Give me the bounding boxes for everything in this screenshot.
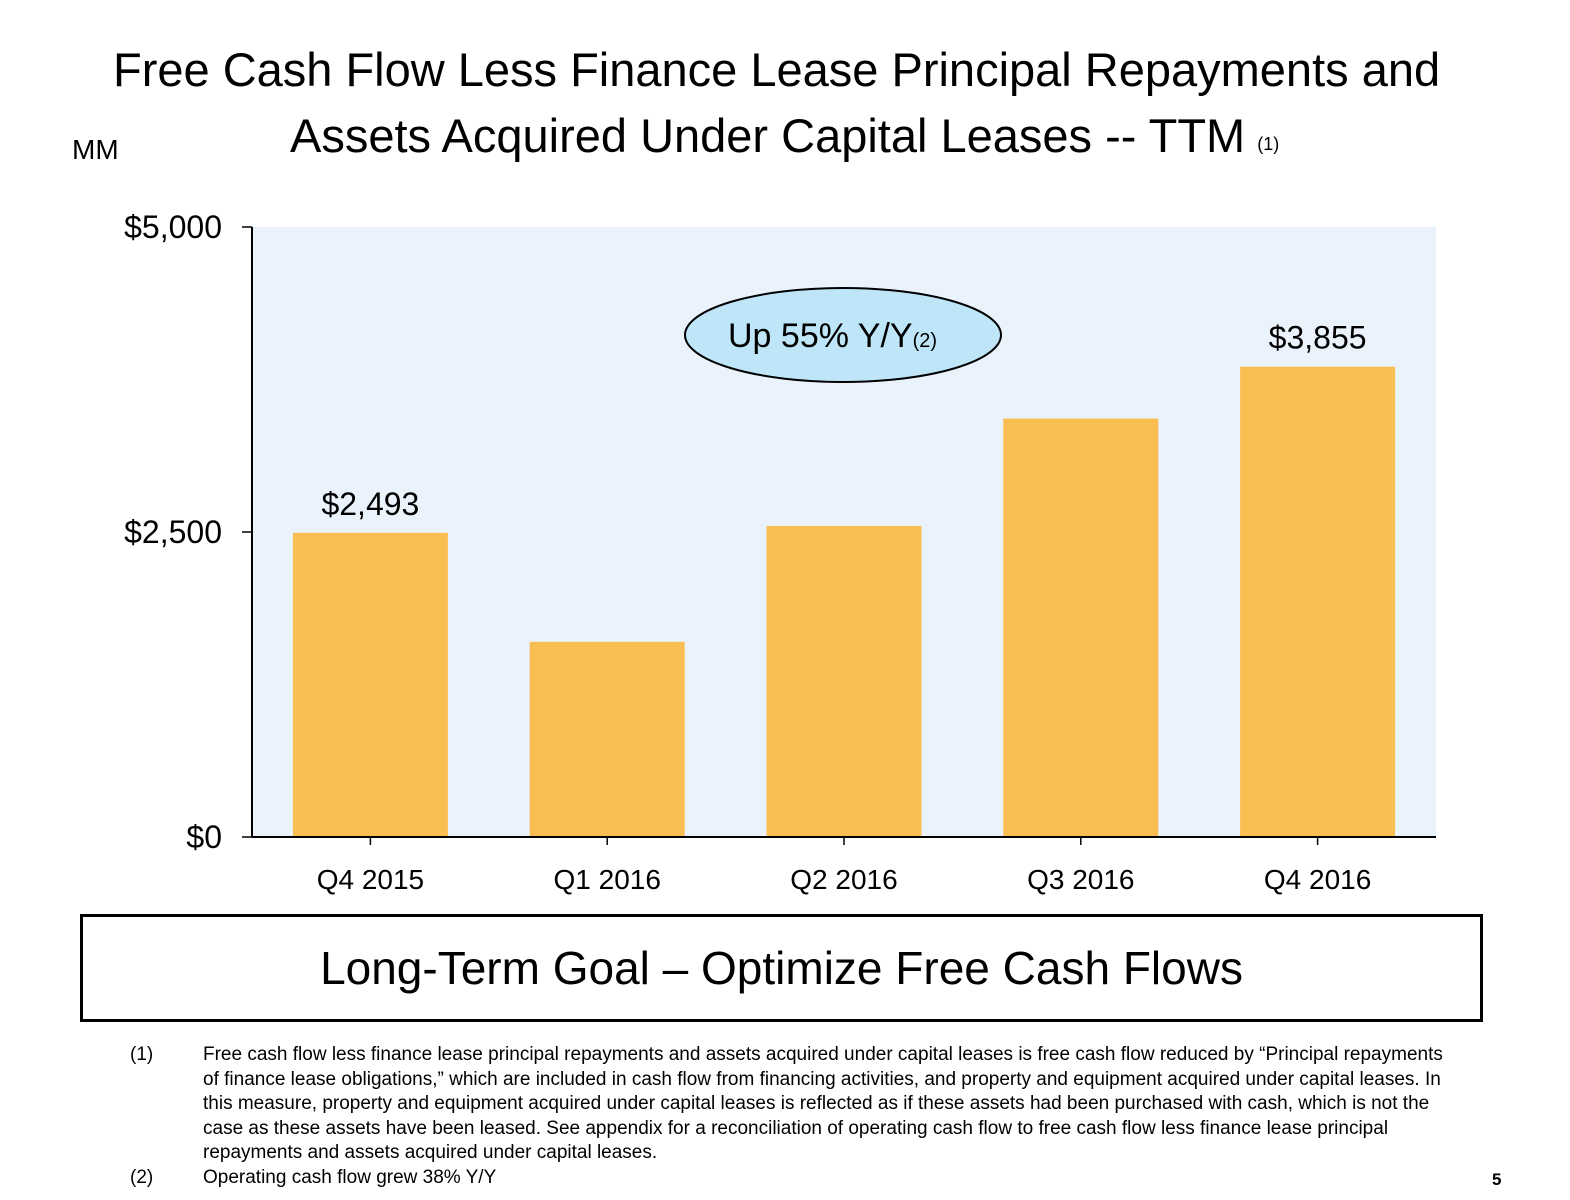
unit-label: MM	[72, 134, 119, 165]
page-number: 5	[1492, 1170, 1502, 1189]
data-label: $2,493	[321, 486, 419, 522]
bar-chart: Q4 2015 $2,493 Q1 2016 Q2 2016 Q3 2016 Q4 201…	[124, 209, 1436, 895]
footnote-2: (2) Operating cash flow grew 38% Y/Y	[130, 1166, 1450, 1191]
footnote-2-marker: (2)	[130, 1166, 154, 1188]
chart-title-line-2: Assets Acquired Under Capital Leases -- …	[290, 108, 1279, 172]
callout-ellipse	[684, 287, 1002, 383]
chart-title-line-1: Free Cash Flow Less Finance Lease Princi…	[113, 42, 1440, 98]
title-line-1-text: Free Cash Flow Less Finance Lease Princi…	[113, 43, 1441, 96]
callout-text: Up 55% Y/Y(2)	[728, 317, 937, 355]
title-line-2-text: Assets Acquired Under Capital Leases -- …	[290, 109, 1246, 162]
bars-layer	[292, 366, 1396, 837]
bar-q3-2016	[1003, 418, 1159, 837]
bar-q1-2016	[529, 641, 685, 837]
x-tick-label: Q4 2016	[1264, 864, 1371, 895]
long-term-goal-text: Long-Term Goal – Optimize Free Cash Flow…	[320, 942, 1243, 994]
callout-main-text: Up 55% Y/Y	[728, 317, 913, 355]
y-tick-label: $2,500	[124, 514, 222, 550]
callout-footnote-marker: (2)	[913, 330, 937, 352]
x-tick-label: Q1 2016	[553, 864, 660, 895]
footnote-1-text: Free cash flow less finance lease princi…	[203, 1044, 1443, 1163]
bar-q4-2015	[292, 532, 448, 837]
long-term-goal-box: Long-Term Goal – Optimize Free Cash Flow…	[80, 914, 1483, 1022]
footnote-1: (1) Free cash flow less finance lease pr…	[130, 1043, 1450, 1166]
y-tick-label: $0	[186, 819, 222, 855]
x-tick-label: Q2 2016	[790, 864, 897, 895]
bar-q2-2016	[766, 525, 922, 837]
x-tick-label: Q4 2015	[317, 864, 424, 895]
footnote-2-text: Operating cash flow grew 38% Y/Y	[203, 1166, 497, 1188]
labels-layer: Q4 2015 $2,493 Q1 2016 Q2 2016 Q3 2016 Q4 201…	[124, 209, 1371, 895]
growth-callout: Up 55% Y/Y(2)	[684, 287, 1002, 383]
data-label: $3,855	[1269, 320, 1367, 356]
footnote-1-marker: (1)	[130, 1044, 154, 1065]
footnotes: (1) Free cash flow less finance lease pr…	[130, 1043, 1450, 1190]
bar-q4-2016	[1240, 366, 1396, 837]
axes-layer	[242, 226, 1436, 845]
x-tick-label: Q3 2016	[1027, 864, 1134, 895]
title-footnote-marker: (1)	[1257, 134, 1280, 154]
y-tick-label: $5,000	[124, 209, 222, 245]
